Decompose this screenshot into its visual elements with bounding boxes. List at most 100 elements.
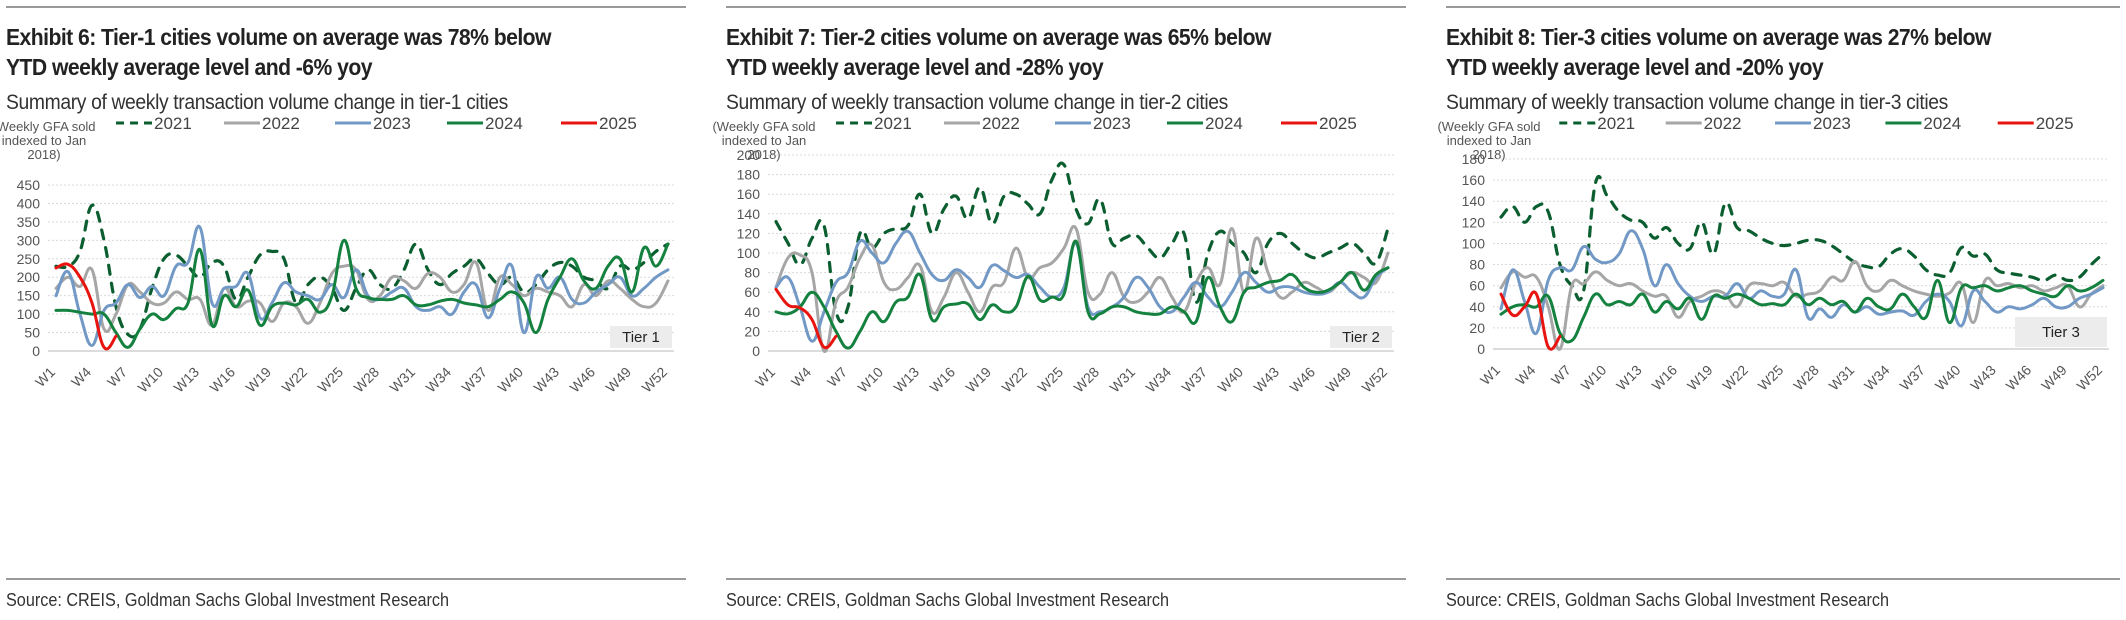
legend-label: 2021 xyxy=(154,114,192,133)
tier-annotation-box xyxy=(2015,317,2107,347)
y-tick-label: 60 xyxy=(744,284,760,300)
x-tick-label: W31 xyxy=(386,364,418,396)
series-line-2021 xyxy=(774,161,1390,324)
x-tick-label: W10 xyxy=(134,364,166,396)
chart-subtitle: Summary of weekly transaction volume cha… xyxy=(726,91,1228,114)
series-line-2023 xyxy=(54,224,670,347)
source-note: Source: CREIS, Goldman Sachs Global Inve… xyxy=(1446,590,1890,610)
legend-label: 2023 xyxy=(1093,114,1131,133)
x-tick-label: W1 xyxy=(752,364,778,390)
legend-label: 2025 xyxy=(2036,114,2074,133)
chart-title: Exhibit 8: Tier-3 cities volume on avera… xyxy=(1446,22,2072,82)
series-line-2025 xyxy=(774,287,838,350)
series-line-2024 xyxy=(1499,278,2105,344)
y-tick-label: 140 xyxy=(1462,193,1486,209)
chart-subtitle: Summary of weekly transaction volume cha… xyxy=(6,91,508,114)
x-tick-label: W52 xyxy=(2073,362,2105,394)
legend-item-2024: 2024 xyxy=(1885,114,1961,133)
y-axis-label-line: indexed to Jan xyxy=(2,133,87,148)
chart-title: Exhibit 6: Tier-1 cities volume on avera… xyxy=(6,22,632,82)
x-tick-label: W25 xyxy=(1034,364,1066,396)
x-tick-label: W16 xyxy=(206,364,238,396)
x-tick-label: W49 xyxy=(1322,364,1354,396)
x-tick-label: W1 xyxy=(1477,362,1503,388)
y-tick-label: 180 xyxy=(737,167,761,183)
tier-annotation: Tier 1 xyxy=(610,326,672,348)
y-axis-label-line: (Weekly GFA sold xyxy=(712,119,815,134)
y-axis-label: (Weekly GFA sold indexed to Jan 2018) xyxy=(712,119,815,162)
y-tick-label: 0 xyxy=(1477,341,1485,357)
chart-title-line-1: Exhibit 6: Tier-1 cities volume on avera… xyxy=(6,24,551,50)
x-tick-label: W37 xyxy=(1896,362,1928,394)
x-tick-label: W46 xyxy=(566,364,598,396)
exhibit-8-panel: Exhibit 8: Tier-3 cities volume on avera… xyxy=(1437,0,2120,620)
chart-title: Exhibit 7: Tier-2 cities volume on avera… xyxy=(726,22,1352,82)
y-tick-label: 60 xyxy=(1469,278,1485,294)
chart-title-line-1: Exhibit 8: Tier-3 cities volume on avera… xyxy=(1446,24,1991,50)
chart-title-line-2: YTD weekly average level and -28% yoy xyxy=(726,54,1104,80)
y-axis-label-line: 2018) xyxy=(27,147,60,162)
y-tick-label: 120 xyxy=(737,225,761,241)
x-tick-label: W4 xyxy=(1512,362,1538,388)
x-tick-label: W34 xyxy=(422,364,454,396)
chart-subtitle: Summary of weekly transaction volume cha… xyxy=(1446,91,1948,114)
legend-label: 2022 xyxy=(1704,114,1742,133)
y-tick-label: 20 xyxy=(1469,320,1485,336)
legend-item-2024: 2024 xyxy=(447,114,523,133)
series-line-2021 xyxy=(1499,174,2105,302)
tier-annotation-box xyxy=(610,326,672,348)
series-line-2024 xyxy=(774,239,1390,350)
y-tick-label: 100 xyxy=(1462,235,1486,251)
y-tick-label: 80 xyxy=(1469,257,1485,273)
x-tick-label: W19 xyxy=(1684,362,1716,394)
y-tick-label: 0 xyxy=(752,343,760,359)
x-tick-label: W40 xyxy=(494,364,526,396)
x-tick-label: W22 xyxy=(1719,362,1751,394)
y-tick-label: 200 xyxy=(17,269,41,285)
x-tick-label: W22 xyxy=(278,364,310,396)
y-tick-label: 180 xyxy=(1462,151,1486,167)
x-tick-label: W46 xyxy=(2003,362,2035,394)
x-tick-label: W22 xyxy=(998,364,1030,396)
source-note: Source: CREIS, Goldman Sachs Global Inve… xyxy=(726,590,1170,610)
top-divider xyxy=(726,6,1406,8)
tier-annotation: Tier 2 xyxy=(1330,326,1392,348)
legend-label: 2022 xyxy=(982,114,1020,133)
legend-label: 2024 xyxy=(1923,114,1961,133)
y-tick-label: 120 xyxy=(1462,214,1486,230)
x-tick-label: W43 xyxy=(530,364,562,396)
x-tick-label: W46 xyxy=(1286,364,1318,396)
x-tick-label: W34 xyxy=(1142,364,1174,396)
x-tick-label: W7 xyxy=(824,364,850,390)
y-tick-label: 350 xyxy=(17,214,41,230)
line-chart-tier-3: (Weekly GFA sold indexed to Jan 2018) 2021 2… xyxy=(1437,114,2109,394)
legend-item-2025: 2025 xyxy=(1281,114,1357,133)
x-tick-label: W28 xyxy=(1070,364,1102,396)
x-tick-label: W13 xyxy=(1613,362,1645,394)
x-tick-label: W7 xyxy=(104,364,130,390)
source-note: Source: CREIS, Goldman Sachs Global Inve… xyxy=(6,590,450,610)
tier-annotation-box xyxy=(1330,326,1392,348)
x-tick-label: W10 xyxy=(854,364,886,396)
x-tick-label: W37 xyxy=(458,364,490,396)
y-tick-label: 80 xyxy=(744,265,760,281)
top-divider xyxy=(1446,6,2120,8)
x-tick-label: W49 xyxy=(602,364,634,396)
y-tick-label: 250 xyxy=(17,251,41,267)
series-line-2025 xyxy=(54,262,118,351)
x-tick-label: W28 xyxy=(1790,362,1822,394)
x-tick-label: W4 xyxy=(68,364,94,390)
x-tick-label: W52 xyxy=(1358,364,1390,396)
y-tick-label: 200 xyxy=(737,147,761,163)
x-tick-label: W37 xyxy=(1178,364,1210,396)
x-tick-label: W1 xyxy=(32,364,58,390)
x-tick-label: W43 xyxy=(1250,364,1282,396)
y-axis-label-line: indexed to Jan xyxy=(1447,133,1532,148)
y-tick-label: 140 xyxy=(737,206,761,222)
y-tick-label: 150 xyxy=(17,288,41,304)
x-tick-label: W49 xyxy=(2038,362,2070,394)
x-tick-label: W40 xyxy=(1932,362,1964,394)
chart-title-line-2: YTD weekly average level and -20% yoy xyxy=(1446,54,1824,80)
legend-label: 2025 xyxy=(1319,114,1357,133)
y-tick-label: 300 xyxy=(17,232,41,248)
